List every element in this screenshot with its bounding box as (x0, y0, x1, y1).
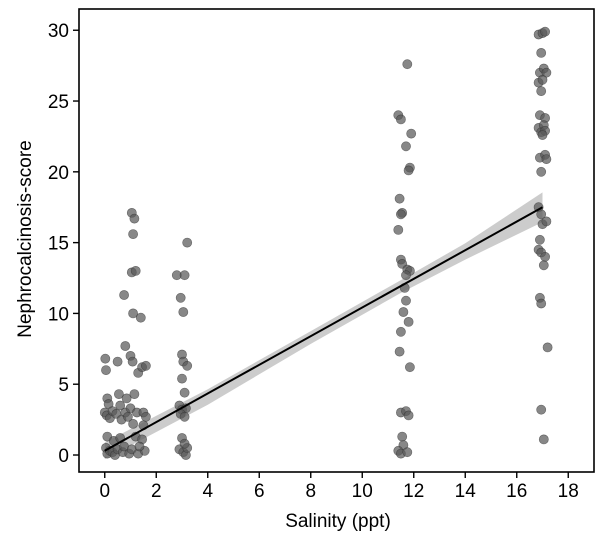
data-point (397, 431, 408, 442)
data-point (404, 362, 415, 373)
x-tick-label: 4 (202, 481, 213, 502)
data-point (395, 326, 406, 337)
x-tick-label: 2 (151, 481, 162, 502)
confidence-band (104, 192, 543, 460)
x-tick-label: 18 (558, 481, 579, 502)
y-tick-label: 30 (48, 21, 69, 42)
data-point (115, 400, 126, 411)
x-tick-label: 12 (403, 481, 424, 502)
data-point (536, 166, 547, 177)
data-point (402, 447, 413, 458)
data-point (395, 114, 406, 125)
data-point (179, 270, 190, 281)
x-axis-title: Salinity (ppt) (285, 511, 391, 532)
data-point (128, 229, 138, 239)
y-tick-label: 20 (48, 163, 69, 184)
data-point (536, 86, 547, 96)
plot-frame (78, 8, 595, 473)
y-axis-title: Nephrocalcinosis-score (15, 140, 36, 337)
data-point (112, 356, 123, 367)
data-point (541, 154, 552, 164)
data-point (100, 353, 111, 364)
x-tick-label: 8 (305, 481, 316, 502)
data-point (182, 237, 193, 248)
data-point (179, 387, 190, 398)
data-point (129, 213, 140, 224)
regression-line-layer (104, 206, 543, 452)
y-tick-label: 15 (48, 234, 69, 255)
data-point (393, 224, 404, 235)
data-point (403, 410, 414, 421)
x-tick-label: 6 (254, 481, 265, 502)
regression-line (104, 206, 543, 452)
data-point (401, 270, 411, 281)
data-point (540, 251, 550, 262)
data-point (537, 130, 548, 140)
confidence-band-layer (104, 192, 543, 460)
y-tick-label: 25 (48, 92, 69, 113)
data-point (175, 292, 186, 303)
y-tick-label: 10 (48, 304, 69, 325)
data-point (140, 360, 151, 371)
data-point (135, 312, 146, 323)
data-point (394, 193, 405, 204)
data-point (114, 389, 124, 399)
data-point (130, 265, 141, 276)
data-point (128, 308, 138, 319)
y-axis-ticks: 0 5 10 15 20 25 30 (48, 21, 79, 467)
data-point (538, 434, 549, 445)
data-point (398, 307, 409, 317)
data-point (403, 316, 414, 327)
data-point (119, 290, 129, 300)
data-point (536, 209, 547, 220)
data-point (541, 216, 552, 227)
data-point (179, 438, 190, 449)
data-point (538, 260, 549, 271)
data-point (394, 346, 405, 357)
data-point (542, 342, 553, 353)
data-point (177, 373, 187, 384)
data-point (129, 389, 140, 399)
x-tick-label: 10 (352, 481, 373, 502)
data-point (127, 356, 138, 367)
data-point (179, 411, 190, 422)
data-point (140, 411, 151, 422)
data-point (403, 165, 414, 176)
data-points-layer (99, 26, 553, 460)
x-tick-label: 14 (455, 481, 477, 502)
data-point (540, 26, 550, 37)
data-point (101, 365, 111, 375)
data-point (121, 393, 132, 404)
x-tick-label: 16 (506, 481, 527, 502)
data-point (395, 209, 406, 220)
data-point (402, 59, 413, 70)
data-point (182, 360, 193, 371)
x-axis-ticks: 0 2 4 6 8 10 12 14 16 18 (99, 472, 579, 502)
y-tick-label: 5 (58, 375, 69, 396)
data-point (536, 404, 547, 415)
data-point (536, 48, 547, 58)
x-tick-label: 0 (99, 481, 110, 502)
data-point (178, 307, 189, 317)
data-point (128, 418, 138, 429)
data-point (535, 234, 545, 245)
data-point (134, 441, 145, 452)
data-point (120, 341, 131, 351)
data-point (536, 298, 547, 309)
data-point (406, 128, 417, 139)
data-point (401, 141, 411, 152)
data-point (401, 295, 411, 306)
data-point (537, 74, 548, 85)
y-tick-label: 0 (58, 446, 69, 467)
